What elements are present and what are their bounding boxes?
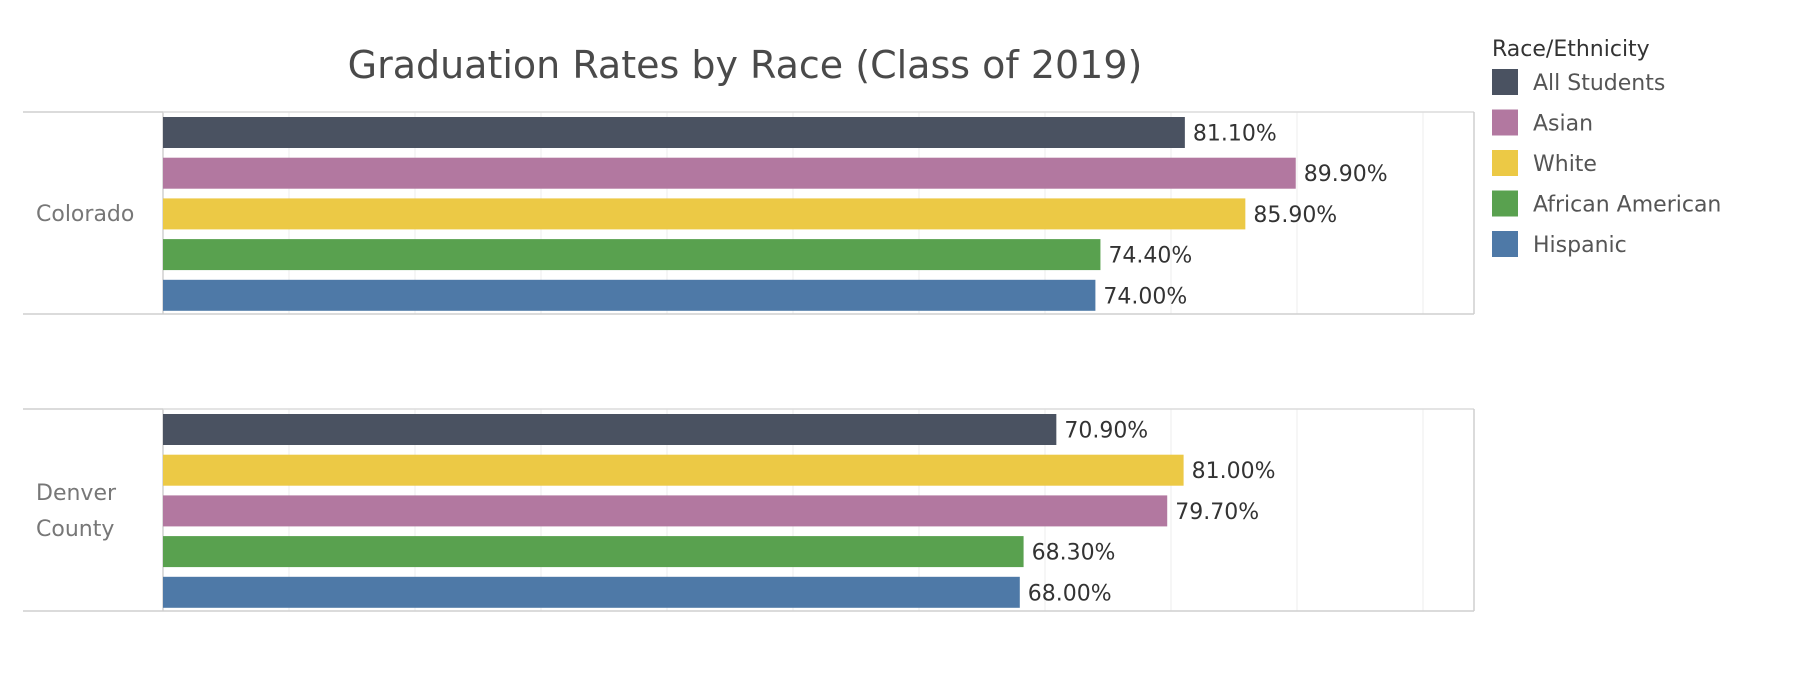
bar-hispanic [163, 279, 1096, 311]
bar-all-students [163, 117, 1185, 148]
legend-item: African American [1492, 190, 1721, 218]
bar-asian [163, 495, 1168, 527]
region-label: Colorado [36, 202, 134, 227]
legend-swatch [1492, 69, 1518, 95]
bar-all-students [163, 414, 1057, 445]
legend-item: Asian [1492, 109, 1593, 137]
legend-swatch [1492, 150, 1518, 176]
bar-hispanic [163, 576, 1020, 608]
data-label: 68.00% [1028, 581, 1112, 606]
data-label: 85.90% [1253, 203, 1337, 228]
legend-label: Asian [1533, 112, 1593, 137]
chart-title: Graduation Rates by Race (Class of 2019) [348, 43, 1143, 87]
panel-1: Colorado 81.10% 89.90% 85.90% 74.40% 74.00% [23, 111, 1475, 315]
bar-white [163, 454, 1184, 486]
data-label: 74.40% [1108, 244, 1192, 269]
bar-african-american [163, 239, 1101, 271]
legend-label: White [1533, 152, 1597, 177]
data-label: 68.30% [1032, 541, 1116, 566]
legend-swatch [1492, 190, 1518, 217]
legend-item: Hispanic [1492, 231, 1627, 258]
data-label: 74.00% [1103, 284, 1187, 309]
bar-asian [163, 157, 1296, 189]
data-label: 89.90% [1304, 162, 1388, 187]
bar-african-american [163, 536, 1024, 568]
legend-swatch [1492, 231, 1518, 257]
legend: Race/Ethnicity All Students Asian White Afr… [1492, 37, 1721, 258]
data-label: 79.70% [1175, 500, 1259, 525]
legend-label: Hispanic [1533, 233, 1627, 258]
panel-2: Denver County 70.90% 81.00% 79.70% 68.30% 68.0… [23, 408, 1475, 612]
data-label: 81.00% [1192, 459, 1276, 484]
legend-title: Race/Ethnicity [1492, 37, 1650, 62]
region-label: County [36, 517, 114, 542]
data-label: 81.10% [1193, 122, 1277, 147]
legend-item: White [1492, 150, 1597, 177]
legend-item: All Students [1492, 69, 1665, 96]
legend-label: All Students [1533, 71, 1665, 96]
data-label: 70.90% [1064, 419, 1148, 444]
legend-label: African American [1533, 193, 1721, 218]
bar-white [163, 198, 1246, 230]
legend-swatch [1492, 109, 1518, 136]
region-label: Denver [36, 481, 117, 506]
